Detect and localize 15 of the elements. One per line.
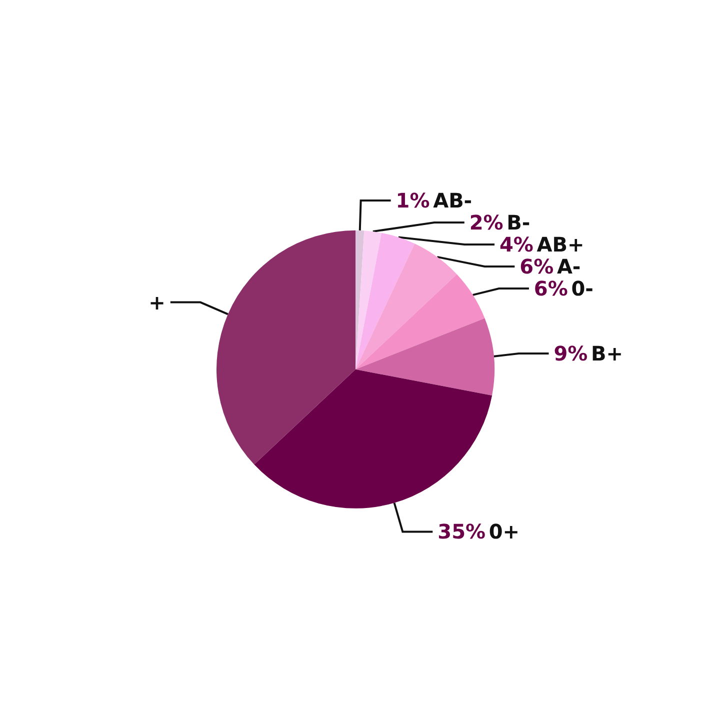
data-label: 4% xyxy=(500,232,534,256)
data-label: 1% xyxy=(396,188,430,212)
slice-label: AB+ xyxy=(536,232,584,256)
data-label: 6% xyxy=(520,254,554,278)
slice-label: 0+ xyxy=(488,520,520,544)
slice-label: + xyxy=(148,290,166,314)
slice-label: A- xyxy=(556,254,581,278)
data-label: 2% xyxy=(469,210,504,234)
data-label: 9% xyxy=(554,341,588,366)
data-label: 6% xyxy=(534,276,568,300)
slice-label: B- xyxy=(506,210,530,234)
slice-label: B+ xyxy=(591,341,624,366)
slice-label: AB- xyxy=(433,188,472,212)
data-label: 35% xyxy=(438,520,486,544)
slice-label: 0- xyxy=(571,276,594,300)
